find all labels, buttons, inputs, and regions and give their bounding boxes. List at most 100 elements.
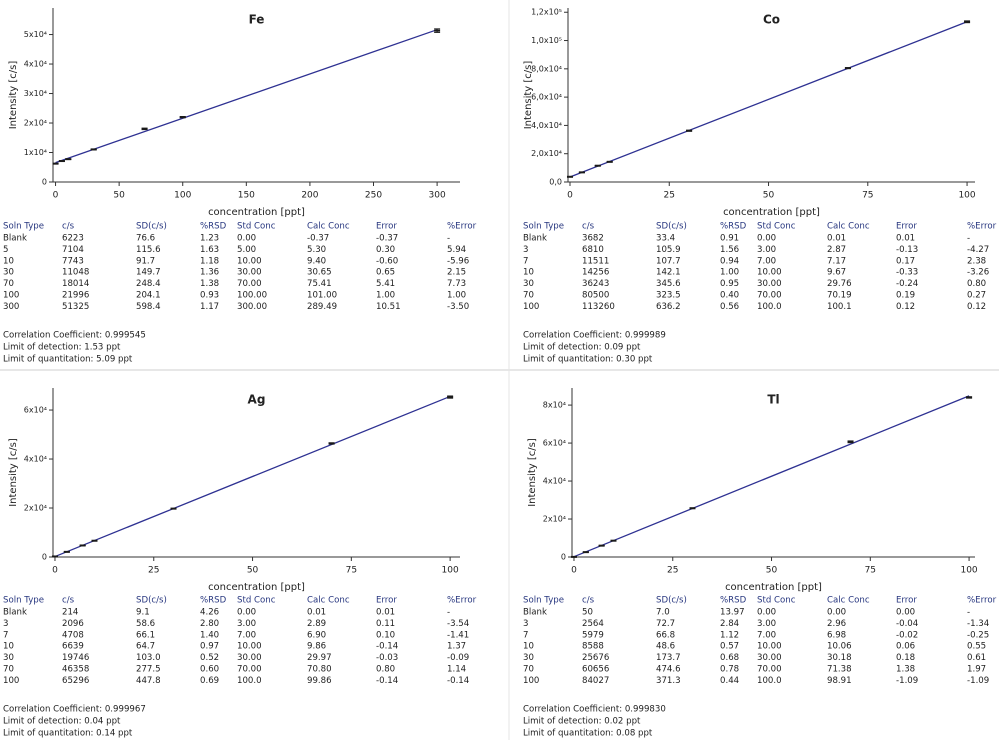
fit-line — [55, 29, 438, 164]
data-point — [434, 29, 441, 32]
data-point — [90, 148, 97, 151]
table-cell: 50 — [582, 608, 593, 618]
table-cell: 1.97 — [967, 665, 986, 675]
y-tick-label: 2x10⁴ — [543, 515, 566, 524]
table-cell: 2.80 — [200, 619, 219, 629]
table-cell: 0.60 — [200, 665, 219, 675]
stat-note: Correlation Coefficient: 0.999830 — [523, 705, 666, 715]
stat-note: Limit of quantitation: 0.14 ppt — [3, 729, 133, 739]
table-cell: 100 — [523, 302, 539, 312]
table-cell: 7104 — [62, 245, 84, 255]
table-cell: 3.00 — [757, 619, 776, 629]
table-cell: 100.0 — [237, 676, 262, 686]
data-point — [328, 442, 335, 445]
table-cell: 10.00 — [237, 256, 262, 266]
table-header: %RSD — [720, 596, 747, 606]
data-point — [847, 440, 854, 443]
table-cell: -0.14 — [447, 676, 469, 686]
table-cell: -0.60 — [376, 256, 398, 266]
table-cell: 300 — [3, 302, 19, 312]
table-cell: 0.11 — [376, 619, 395, 629]
table-cell: 0.10 — [376, 630, 395, 640]
table-cell: 2.84 — [720, 619, 739, 629]
y-tick-label: 3x10⁴ — [24, 89, 47, 98]
table-cell: 58.6 — [136, 619, 155, 629]
table-cell: 18014 — [62, 279, 89, 289]
x-tick-label: 50 — [113, 191, 125, 201]
table-cell: 474.6 — [656, 665, 681, 675]
table-cell: -0.25 — [967, 630, 989, 640]
data-point — [63, 550, 70, 553]
data-point — [610, 539, 617, 542]
table-cell: 3.00 — [237, 619, 256, 629]
table-cell: 30 — [523, 279, 534, 289]
y-tick-label: 2x10⁴ — [24, 504, 47, 513]
y-tick-label: 4x10⁴ — [24, 455, 47, 464]
table-cell: 2564 — [582, 619, 604, 629]
table-cell: -4.27 — [967, 245, 989, 255]
table-cell: -0.14 — [376, 676, 398, 686]
stat-note: Correlation Coefficient: 0.999989 — [523, 331, 666, 341]
table-cell: 30 — [3, 268, 14, 278]
table-cell: 10.51 — [376, 302, 401, 312]
data-point — [51, 555, 58, 558]
table-cell: 8588 — [582, 642, 604, 652]
y-tick-label: 6x10⁴ — [543, 439, 566, 448]
table-cell: 100 — [3, 291, 19, 301]
y-axis-label: Intensity [c/s] — [8, 61, 19, 130]
table-cell: 3 — [523, 245, 528, 255]
table-header: Calc Conc — [307, 596, 350, 606]
table-cell: 7.00 — [757, 630, 776, 640]
table-cell: 289.49 — [307, 302, 337, 312]
table-cell: 598.4 — [136, 302, 161, 312]
y-tick-label: 1x10⁴ — [24, 148, 47, 157]
table-cell: -0.24 — [896, 279, 918, 289]
table-cell: 10 — [523, 642, 534, 652]
data-point — [58, 160, 65, 163]
table-cell: 2.38 — [967, 256, 986, 266]
table-cell: 100.1 — [827, 302, 852, 312]
stat-note: Limit of detection: 0.09 ppt — [523, 343, 641, 353]
table-cell: 10.00 — [757, 268, 782, 278]
table-header: Error — [896, 222, 917, 232]
table-cell: 0.01 — [307, 608, 326, 618]
x-tick-label: 50 — [247, 566, 259, 576]
table-cell: 0.00 — [757, 608, 776, 618]
table-cell: 3 — [523, 619, 528, 629]
table-cell: 0.00 — [896, 608, 915, 618]
table-cell: -3.50 — [447, 302, 469, 312]
table-cell: 0.17 — [896, 256, 915, 266]
table-cell: 4.26 — [200, 608, 219, 618]
table-cell: 99.86 — [307, 676, 332, 686]
table-cell: 1.00 — [376, 291, 395, 301]
table-cell: 100.0 — [757, 302, 782, 312]
table-cell: 0.12 — [967, 302, 986, 312]
table-cell: 277.5 — [136, 665, 161, 675]
table-cell: 3 — [3, 619, 8, 629]
table-cell: 75.41 — [307, 279, 332, 289]
table-cell: 1.18 — [200, 256, 219, 266]
table-cell: 76.6 — [136, 234, 155, 244]
table-cell: 0.68 — [720, 653, 739, 663]
table-cell: 101.00 — [307, 291, 337, 301]
table-cell: 98.91 — [827, 676, 852, 686]
table-cell: 91.7 — [136, 256, 155, 266]
table-cell: -5.96 — [447, 256, 469, 266]
x-tick-label: 100 — [960, 566, 977, 576]
data-point — [447, 396, 454, 399]
table-cell: -0.02 — [896, 630, 918, 640]
table-cell: 1.40 — [200, 630, 219, 640]
table-cell: 0.52 — [200, 653, 219, 663]
table-cell: 9.67 — [827, 268, 846, 278]
table-cell: 10 — [3, 642, 14, 652]
table-cell: 70.00 — [237, 279, 262, 289]
table-cell: 65296 — [62, 676, 89, 686]
y-tick-label: 6x10⁴ — [24, 406, 47, 415]
y-tick-label: 0 — [42, 553, 47, 562]
table-cell: 29.76 — [827, 279, 852, 289]
table-header: Error — [376, 222, 397, 232]
y-axis-label: Intensity [c/s] — [523, 61, 534, 130]
data-point — [966, 396, 973, 399]
table-header: c/s — [582, 222, 595, 232]
